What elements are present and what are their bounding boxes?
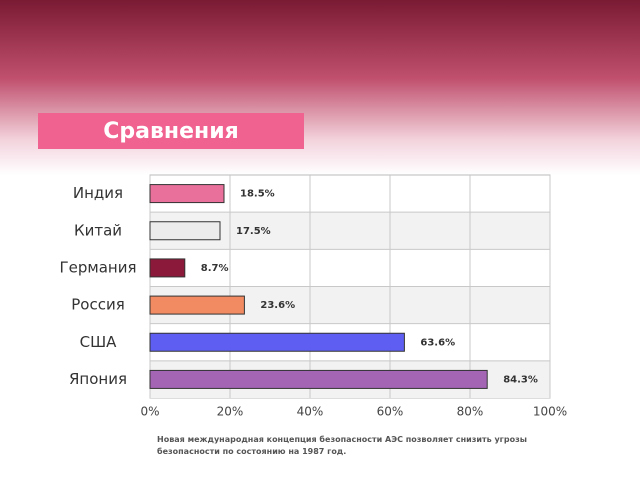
bar — [149, 295, 245, 315]
value-label: 23.6% — [260, 300, 295, 311]
bar — [149, 369, 488, 389]
x-tick-label: 100% — [533, 405, 567, 419]
value-label: 84.3% — [503, 374, 538, 385]
value-label: 63.6% — [420, 337, 455, 348]
y-tick-label: Япония — [69, 370, 127, 388]
x-tick-label: 60% — [377, 405, 404, 419]
bar — [149, 332, 405, 352]
value-label: 17.5% — [236, 226, 271, 237]
title-box — [38, 113, 304, 149]
bar — [149, 258, 186, 278]
bar — [149, 221, 221, 241]
x-tick-label: 0% — [140, 405, 159, 419]
y-tick-label: США — [80, 333, 118, 351]
x-tick-label: 40% — [297, 405, 324, 419]
y-tick-label: Германия — [60, 258, 137, 276]
value-label: 18.5% — [240, 189, 275, 200]
x-tick-label: 20% — [217, 405, 244, 419]
y-tick-label: Китай — [74, 221, 122, 239]
value-label: 8.7% — [201, 263, 229, 274]
bar — [149, 184, 225, 204]
x-tick-label: 80% — [457, 405, 484, 419]
footnote: Новая международная концепция безопаснос… — [157, 435, 527, 456]
y-tick-label: Индия — [73, 184, 123, 202]
y-tick-label: Россия — [71, 296, 125, 314]
chart-title: Сравнения — [103, 119, 239, 144]
